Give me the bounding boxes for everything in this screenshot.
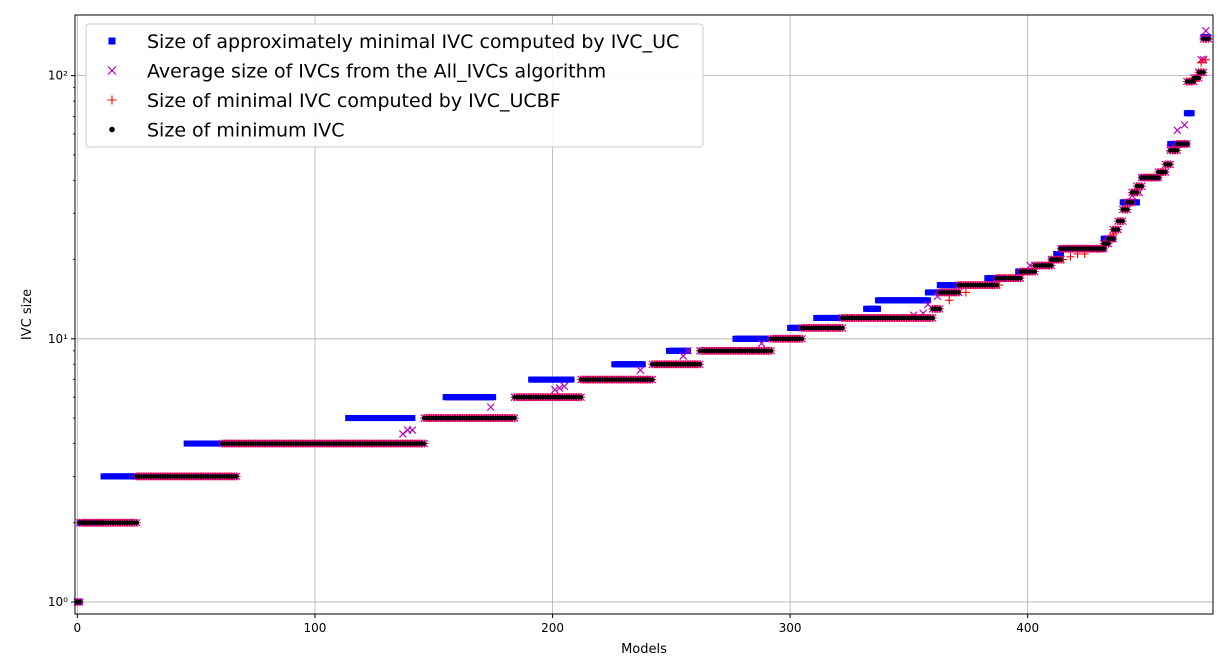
minimal-ivc-ucbf-marker bbox=[961, 288, 970, 297]
avg-all-ivcs-marker bbox=[486, 403, 495, 412]
minimum-ivc-marker bbox=[1032, 269, 1038, 274]
minimal-ivc-ucbf-marker bbox=[1073, 250, 1082, 259]
y-axis-label: IVC size bbox=[20, 289, 35, 340]
series-minimum-ivc bbox=[75, 36, 1211, 605]
approx-ivc-marker bbox=[490, 394, 497, 401]
minimum-ivc-marker bbox=[1120, 218, 1125, 224]
avg-all-ivcs-marker bbox=[757, 339, 766, 348]
minimum-ivc-marker bbox=[1196, 75, 1201, 81]
x-axis-label: Models bbox=[621, 642, 667, 657]
minimum-ivc-marker bbox=[1191, 79, 1197, 84]
legend-label: Size of minimal IVC computed by IVC_UCBF bbox=[147, 90, 561, 112]
minimum-ivc-marker bbox=[1168, 162, 1173, 167]
y-tick-label: 10² bbox=[48, 69, 68, 83]
x-tick-label: 200 bbox=[541, 621, 564, 635]
minimum-ivc-marker bbox=[1111, 236, 1116, 241]
minimum-ivc-marker bbox=[1139, 184, 1144, 189]
minimum-ivc-marker bbox=[578, 394, 584, 400]
minimum-ivc-marker bbox=[1049, 263, 1054, 268]
x-tick-label: 400 bbox=[1016, 621, 1039, 635]
legend-marker-x bbox=[107, 66, 117, 75]
minimum-ivc-marker bbox=[799, 336, 805, 342]
plot-frame bbox=[74, 14, 1214, 615]
avg-all-ivcs-marker bbox=[1201, 26, 1210, 35]
minimum-ivc-marker bbox=[1175, 148, 1180, 153]
x-axis-ticks: 0 100 200 300 400 bbox=[74, 614, 1039, 635]
approx-ivc-marker bbox=[924, 297, 931, 304]
minimum-ivc-marker bbox=[650, 377, 655, 382]
legend-marker-plus bbox=[107, 95, 117, 105]
legend-marker-square bbox=[108, 37, 116, 45]
legend-label: Size of approximately minimal IVC comput… bbox=[147, 31, 679, 53]
minimum-ivc-marker bbox=[234, 474, 239, 479]
x-tick-label: 0 bbox=[74, 621, 82, 635]
approx-ivc-marker bbox=[409, 415, 416, 422]
avg-all-ivcs-marker bbox=[1180, 120, 1189, 129]
y-tick-label: 10⁰ bbox=[48, 595, 68, 609]
minimal-ivc-ucbf-marker bbox=[945, 296, 954, 305]
avg-all-ivcs-marker bbox=[1173, 126, 1182, 135]
approx-ivc-marker bbox=[763, 335, 770, 342]
minimum-ivc-marker bbox=[697, 362, 703, 367]
approx-ivc-marker bbox=[639, 361, 646, 368]
legend-marker-dot bbox=[109, 126, 115, 133]
legend: Size of approximately minimal IVC comput… bbox=[85, 23, 704, 148]
approx-ivc-marker bbox=[1188, 110, 1195, 117]
minimal-ivc-ucbf-marker bbox=[1080, 250, 1089, 259]
minimum-ivc-marker bbox=[1115, 227, 1121, 232]
avg-all-ivcs-marker bbox=[636, 366, 645, 375]
minimum-ivc-marker bbox=[1018, 275, 1023, 281]
y-axis-ticks: 10⁰ 10¹ 10² bbox=[48, 69, 75, 609]
avg-all-ivcs-marker bbox=[923, 300, 932, 309]
minimal-ivc-ucbf-marker bbox=[1066, 252, 1075, 261]
approx-ivc-marker bbox=[875, 305, 882, 312]
legend-box bbox=[85, 23, 704, 148]
minimum-ivc-marker bbox=[1206, 36, 1211, 42]
minimum-ivc-marker bbox=[1058, 257, 1064, 262]
minimal-ivc-ucbf-marker bbox=[1197, 58, 1206, 67]
minimum-ivc-marker bbox=[77, 599, 82, 605]
minimum-ivc-marker bbox=[994, 282, 1000, 288]
minimum-ivc-marker bbox=[134, 520, 139, 525]
minimum-ivc-marker bbox=[512, 415, 517, 421]
minimum-ivc-marker bbox=[768, 348, 774, 354]
avg-all-ivcs-marker bbox=[555, 384, 564, 392]
avg-all-ivcs-marker bbox=[398, 430, 407, 438]
x-tick-label: 300 bbox=[779, 621, 802, 635]
minimum-ivc-marker bbox=[1134, 190, 1140, 195]
legend-label: Size of minimum IVC bbox=[147, 120, 344, 142]
minimum-ivc-marker bbox=[1184, 141, 1190, 147]
minimum-ivc-marker bbox=[1106, 241, 1111, 246]
minimum-ivc-marker bbox=[1125, 207, 1130, 212]
minimal-ivc-ucbf-marker bbox=[1201, 55, 1210, 64]
avg-all-ivcs-marker bbox=[550, 385, 559, 394]
minimum-ivc-marker bbox=[422, 441, 427, 446]
x-tick-label: 100 bbox=[304, 621, 327, 635]
minimum-ivc-marker bbox=[956, 290, 961, 295]
legend-label: Average size of IVCs from the All_IVCs a… bbox=[147, 61, 606, 83]
minimum-ivc-marker bbox=[1163, 169, 1168, 175]
minimum-ivc-marker bbox=[1156, 175, 1161, 180]
y-tick-label: 10¹ bbox=[48, 332, 68, 346]
minimum-ivc-marker bbox=[1201, 70, 1206, 75]
minimum-ivc-marker bbox=[937, 306, 942, 312]
minimum-ivc-marker bbox=[1130, 200, 1135, 205]
approx-ivc-marker bbox=[1057, 251, 1064, 258]
minimum-ivc-marker bbox=[840, 325, 845, 331]
approx-ivc-marker bbox=[1133, 199, 1140, 206]
minimum-ivc-marker bbox=[930, 315, 935, 321]
avg-all-ivcs-marker bbox=[684, 346, 692, 355]
minimum-ivc-marker bbox=[1101, 246, 1106, 251]
avg-all-ivcs-marker bbox=[560, 382, 569, 391]
avg-all-ivcs-marker bbox=[408, 426, 417, 434]
approx-ivc-marker bbox=[568, 376, 575, 383]
